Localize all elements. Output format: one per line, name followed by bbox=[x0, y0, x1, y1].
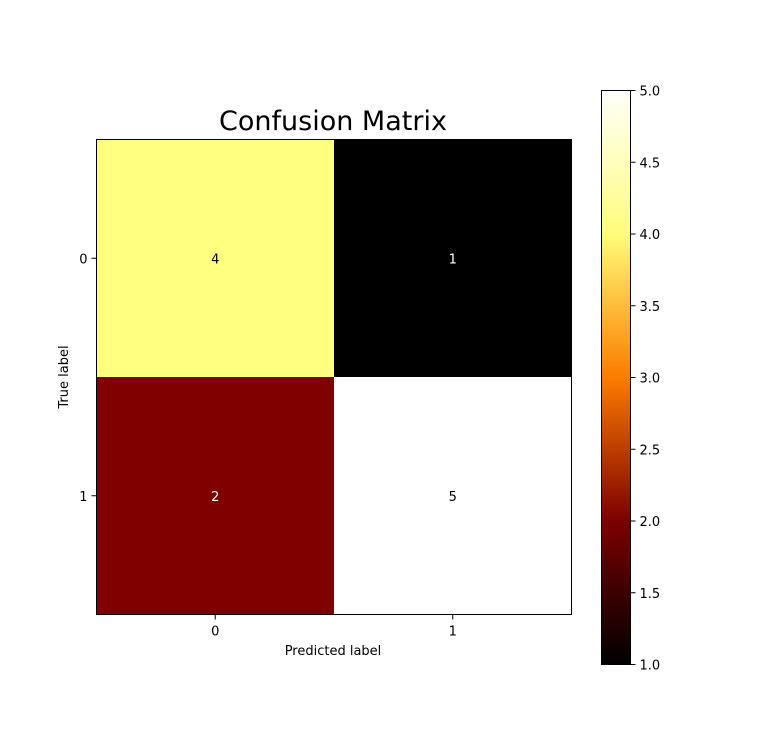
cell-value-label: 4 bbox=[211, 252, 219, 267]
colorbar-ticks: 1.0 1.5 2.0 2.5 3.0 3.5 4.0 4.5 5.0 bbox=[630, 85, 661, 674]
colorbar bbox=[601, 90, 631, 665]
chart-title: Confusion Matrix bbox=[219, 106, 447, 137]
heatmap-cell bbox=[334, 139, 572, 377]
x-axis-label: Predicted label bbox=[285, 644, 382, 659]
cell-value-label: 1 bbox=[449, 252, 457, 267]
colorbar-tick-label: 1.0 bbox=[640, 659, 661, 674]
colorbar-tick-label: 4.0 bbox=[640, 228, 661, 243]
cell-value-label: 2 bbox=[211, 490, 219, 505]
plot-frame bbox=[96, 139, 572, 615]
colorbar-tick-label: 2.5 bbox=[640, 443, 661, 458]
y-axis-label: True label bbox=[57, 345, 72, 409]
heatmap-cell bbox=[96, 377, 334, 615]
heatmap-cell-labels: 4 1 2 5 bbox=[211, 252, 457, 505]
colorbar-tick-label: 2.0 bbox=[640, 515, 661, 530]
cell-value-label: 5 bbox=[449, 490, 457, 505]
colorbar-tick-label: 4.5 bbox=[640, 156, 661, 171]
x-tick-label: 0 bbox=[211, 625, 219, 640]
colorbar-tick-label: 5.0 bbox=[640, 85, 661, 100]
y-axis-ticks: 01 bbox=[79, 252, 97, 505]
heatmap-cell bbox=[334, 377, 572, 615]
colorbar-tick-label: 3.5 bbox=[640, 300, 661, 315]
heatmap-cells bbox=[96, 139, 572, 615]
x-tick-label: 1 bbox=[449, 625, 457, 640]
heatmap-cell bbox=[96, 139, 334, 377]
y-tick-label: 0 bbox=[79, 252, 87, 267]
y-tick-label: 1 bbox=[79, 490, 87, 505]
colorbar-tick-label: 3.0 bbox=[640, 372, 661, 387]
colorbar-tick-label: 1.5 bbox=[640, 587, 661, 602]
